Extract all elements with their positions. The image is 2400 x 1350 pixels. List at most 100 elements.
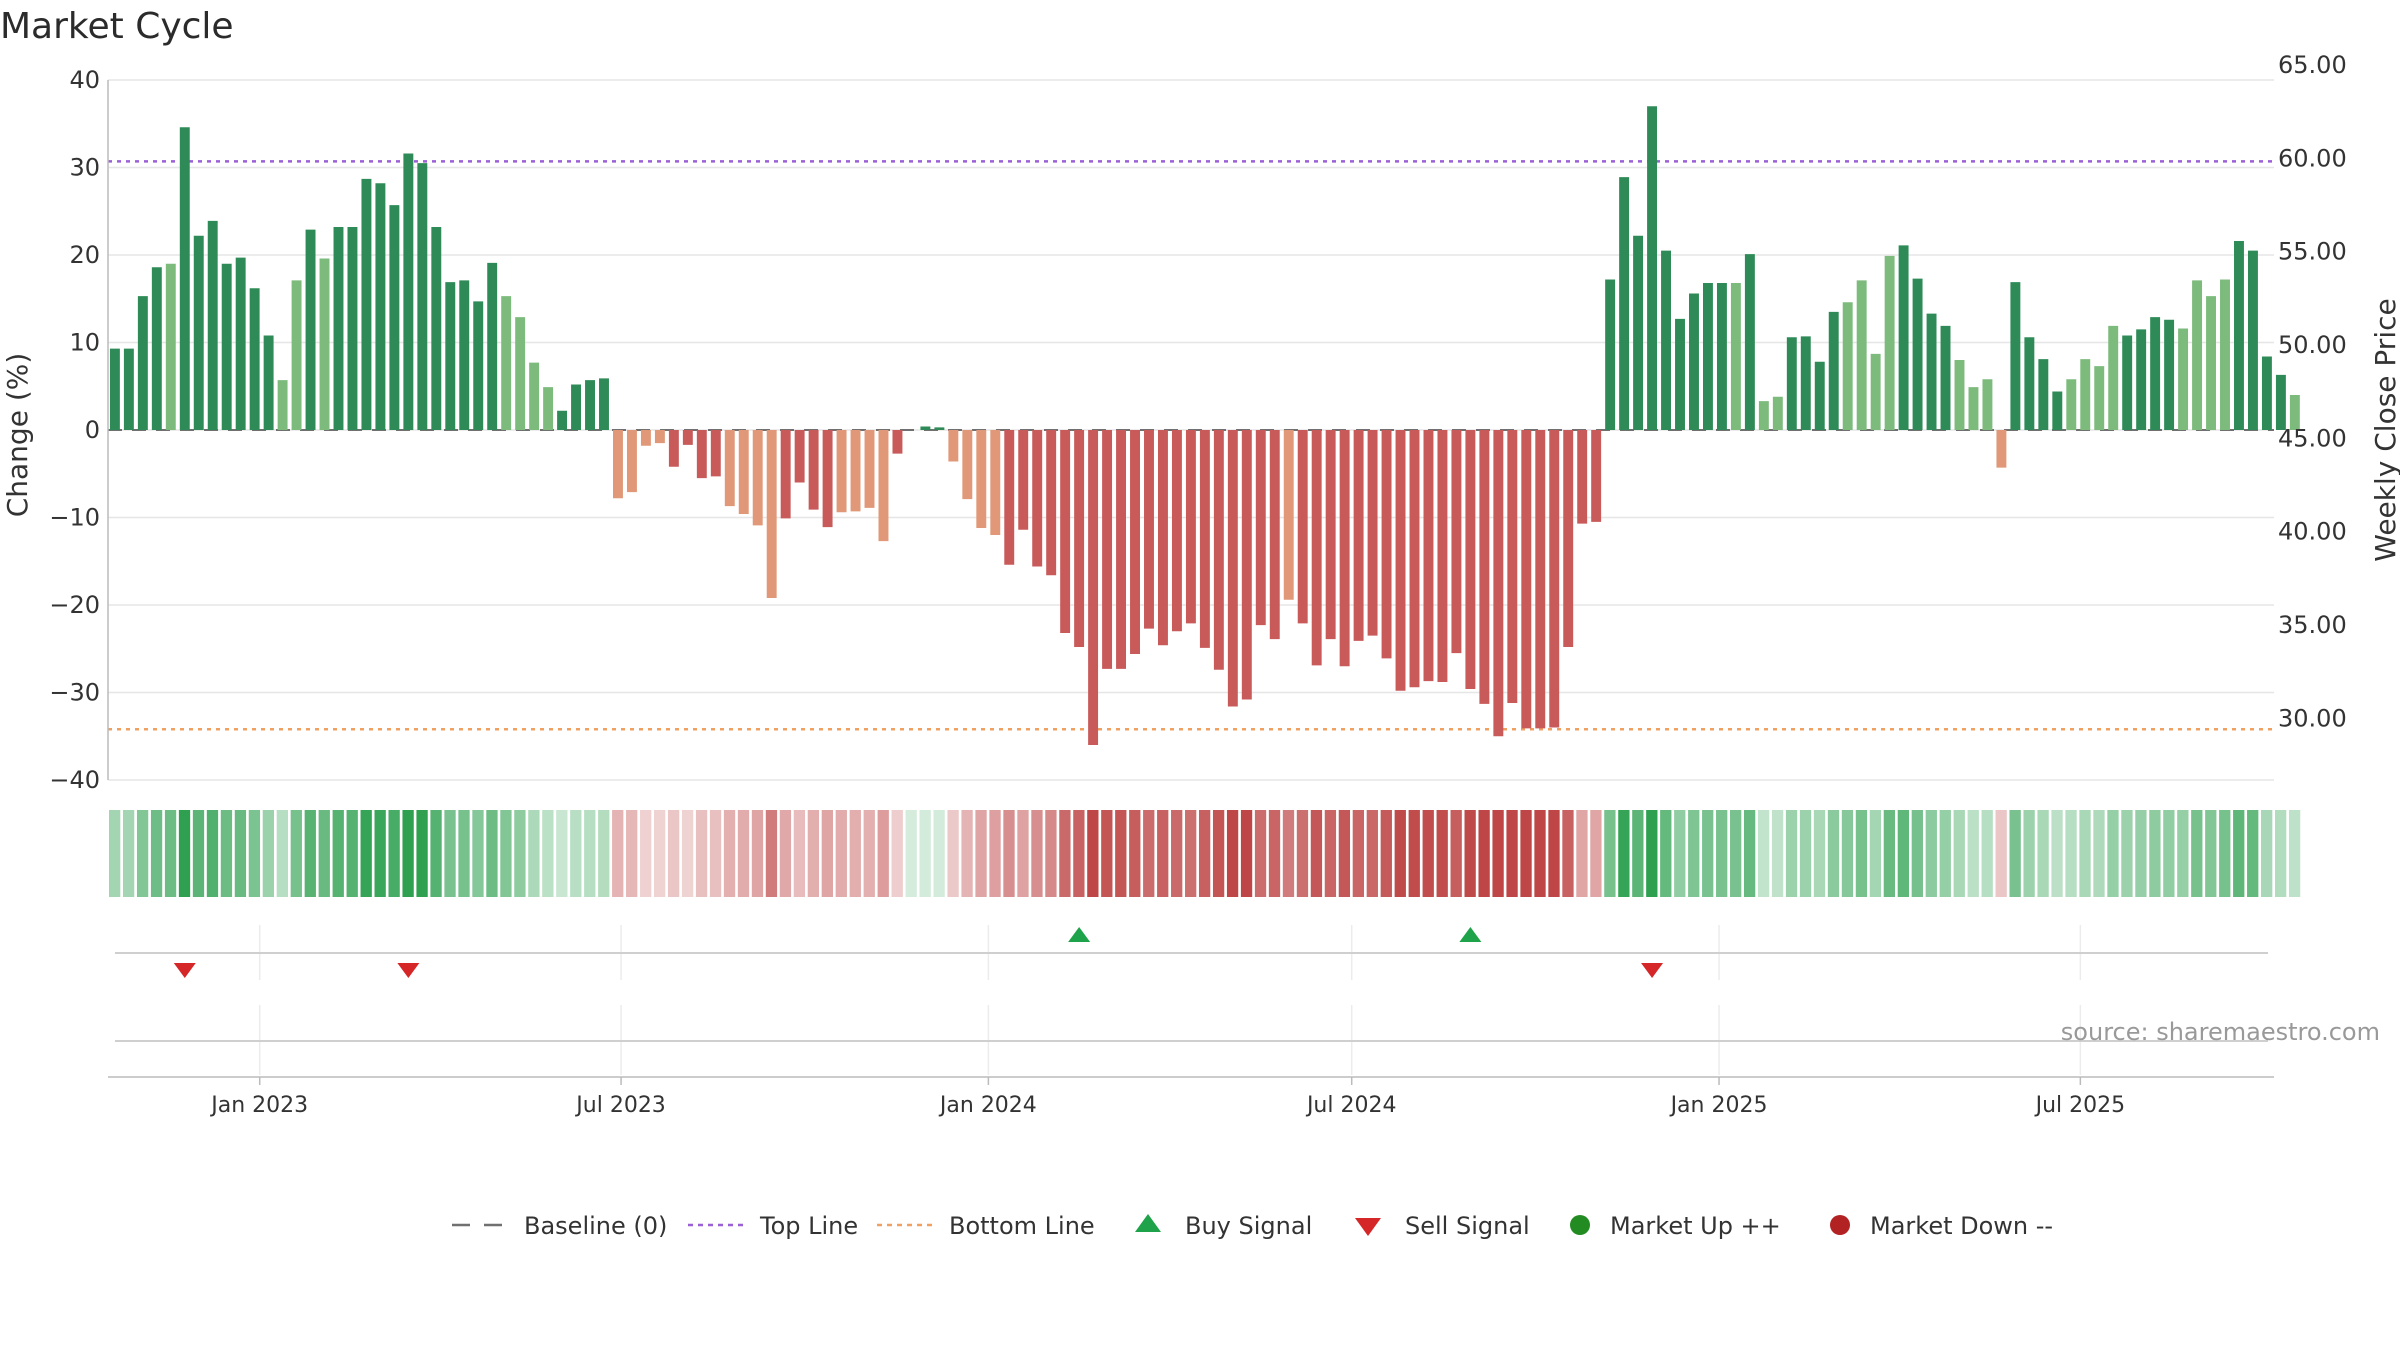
buy-signal-marker	[1459, 927, 1482, 942]
bar	[2010, 282, 2021, 430]
date-tick-label: Jul 2023	[574, 1093, 666, 1118]
bar	[1451, 430, 1462, 654]
legend-item: Baseline (0)	[452, 1212, 667, 1240]
bar	[1828, 311, 1839, 430]
bar	[1591, 430, 1602, 522]
bar	[1996, 430, 2007, 468]
bar	[1633, 235, 1644, 430]
heat-cell	[528, 810, 540, 897]
heat-cell	[1855, 810, 1868, 897]
y-tick-label: −30	[49, 679, 100, 707]
y-axis-label: Change (%)	[1, 353, 34, 518]
heat-cell	[919, 810, 931, 897]
heat-cell	[234, 810, 247, 897]
bar	[1549, 430, 1560, 728]
heat-cell	[542, 810, 554, 897]
heat-cell	[458, 810, 470, 897]
heat-cell	[793, 810, 806, 897]
y2-axis-label: Weekly Close Price	[2369, 298, 2400, 561]
heat-cell	[961, 810, 973, 897]
y2-tick-labels: 65.00 60.00 55.00 50.00 45.00 40.00 35.00 30.00	[2278, 51, 2347, 732]
heat-cell	[975, 810, 987, 897]
chart-title: Market Cycle	[0, 6, 234, 47]
heat-cell	[612, 810, 624, 897]
heat-cell	[402, 810, 414, 897]
bar	[165, 263, 176, 430]
heat-cell	[1338, 810, 1351, 897]
heat-cell	[1045, 810, 1057, 897]
bar	[640, 430, 651, 446]
bar	[1437, 430, 1448, 682]
bar	[515, 317, 526, 430]
bar	[179, 127, 190, 430]
y-tick-label: −20	[49, 591, 100, 619]
bar	[1940, 325, 1951, 430]
heat-cell	[136, 810, 149, 897]
bar	[1144, 430, 1154, 629]
heat-cell	[2177, 810, 2189, 897]
bar	[2220, 279, 2230, 430]
bar	[2038, 359, 2049, 430]
heat-cell	[2261, 810, 2273, 897]
heat-cell	[877, 810, 889, 897]
heat-cell	[1981, 810, 1993, 897]
heat-cell	[1031, 810, 1043, 897]
bar	[347, 227, 358, 430]
bar	[1088, 430, 1099, 745]
heat-cell	[1101, 810, 1113, 897]
heat-cell	[2288, 810, 2301, 897]
y2-tick-label: 55.00	[2278, 238, 2347, 266]
market-panel	[115, 1005, 2268, 1075]
heat-cell	[989, 810, 1001, 897]
bar	[1395, 430, 1406, 691]
bar	[2080, 359, 2091, 430]
heat-cell	[709, 810, 722, 897]
heat-cell	[933, 810, 945, 897]
heat-cell	[1408, 810, 1420, 897]
heat-cell	[863, 810, 875, 897]
bar	[920, 426, 931, 430]
bar	[1227, 430, 1238, 707]
heat-cell	[1268, 810, 1281, 897]
bar	[682, 430, 693, 445]
bar	[1898, 245, 1909, 430]
bar	[1702, 283, 1713, 430]
bar	[2289, 395, 2300, 430]
heat-cell	[737, 810, 750, 897]
legend-triangle-down-icon	[1355, 1218, 1381, 1236]
heat-cell	[835, 810, 847, 897]
bar	[668, 430, 679, 467]
heat-cell	[1450, 810, 1462, 897]
bar	[2052, 391, 2063, 430]
heat-cell	[1534, 810, 1546, 897]
heat-cell	[2009, 810, 2021, 897]
bar	[1563, 430, 1574, 647]
bar	[752, 430, 763, 526]
heat-cell	[514, 810, 526, 897]
bar	[1367, 430, 1378, 636]
legend-item: Market Up ++	[1570, 1212, 1781, 1240]
bar	[2150, 317, 2161, 430]
bar	[263, 335, 274, 430]
heat-cell	[1785, 810, 1798, 897]
heat-cell	[109, 810, 121, 897]
y2-tick-label: 40.00	[2278, 518, 2347, 546]
heat-cell	[2149, 810, 2161, 897]
bar	[1409, 430, 1420, 688]
bar	[962, 430, 973, 500]
heat-cell	[584, 810, 596, 897]
bar	[221, 263, 232, 430]
bar	[1605, 279, 1616, 430]
y2-tick-label: 50.00	[2278, 331, 2347, 359]
heat-cell	[290, 810, 302, 897]
bar	[2234, 241, 2244, 430]
legend-label: Buy Signal	[1185, 1212, 1312, 1240]
bar	[1856, 280, 1867, 430]
bar	[235, 257, 246, 430]
legend-item: Sell Signal	[1355, 1212, 1530, 1240]
legend-label: Bottom Line	[949, 1212, 1095, 1240]
heat-cell	[1771, 810, 1784, 897]
heat-cell	[1799, 810, 1812, 897]
bar	[417, 163, 428, 430]
heat-cell	[779, 810, 792, 897]
